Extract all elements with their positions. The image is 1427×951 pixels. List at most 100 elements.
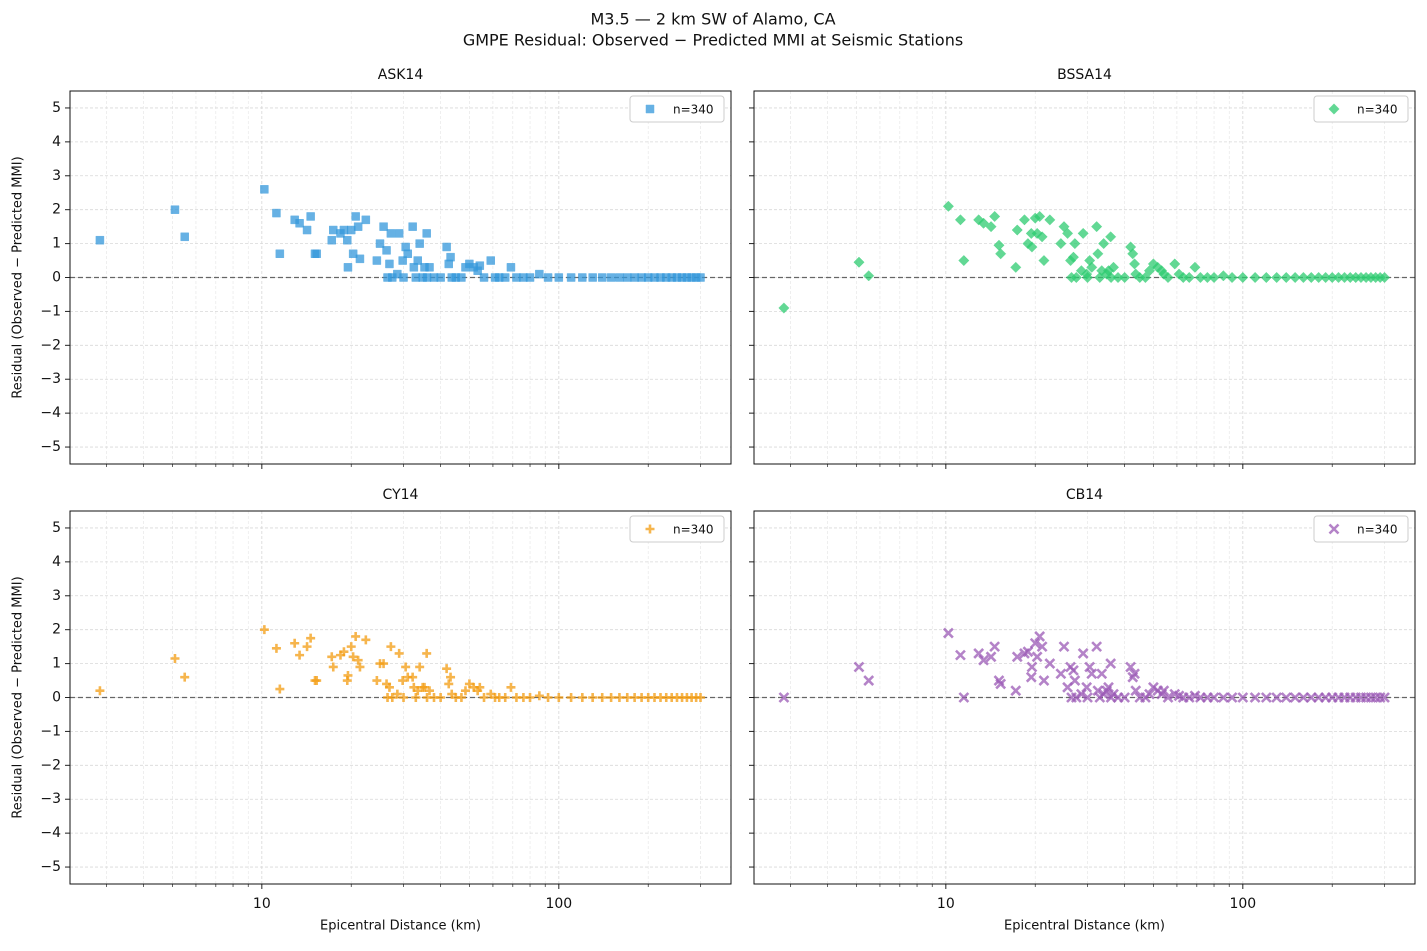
point xyxy=(500,693,510,702)
point xyxy=(260,185,269,194)
point xyxy=(623,273,632,282)
point xyxy=(408,672,418,682)
point xyxy=(1029,637,1041,649)
point xyxy=(1069,238,1081,250)
point xyxy=(1119,271,1131,284)
point xyxy=(415,662,425,672)
point xyxy=(566,693,576,702)
point xyxy=(1128,258,1141,270)
point xyxy=(853,661,865,673)
point xyxy=(985,651,997,663)
point xyxy=(578,273,587,282)
point xyxy=(778,692,790,703)
panel-title: ASK14 xyxy=(378,67,424,83)
point xyxy=(1026,661,1038,673)
point xyxy=(1217,270,1229,282)
point xyxy=(386,642,396,652)
point xyxy=(1271,692,1283,703)
point xyxy=(422,229,431,238)
point xyxy=(379,659,389,669)
point xyxy=(1173,268,1185,280)
point xyxy=(1070,271,1082,284)
point xyxy=(1237,692,1249,703)
y-tick-label: 3 xyxy=(52,168,61,184)
point xyxy=(863,270,875,282)
point xyxy=(588,273,597,282)
legend-box xyxy=(1313,515,1409,543)
y-tick-label: 0 xyxy=(52,690,61,706)
y-tick-label: 5 xyxy=(52,520,61,536)
point xyxy=(985,221,997,233)
point xyxy=(1226,271,1238,284)
axes-frame xyxy=(753,510,1416,885)
point xyxy=(1081,681,1093,693)
point xyxy=(1022,238,1034,250)
figure-title: M3.5 — 2 km SW of Alamo, CA xyxy=(590,10,835,29)
point xyxy=(1036,641,1048,653)
y-tick-label: 0 xyxy=(52,270,61,286)
point xyxy=(415,239,424,248)
point xyxy=(295,218,304,228)
y-tick-label: 5 xyxy=(52,100,61,116)
legend-marker xyxy=(1328,103,1340,115)
panel: 10 100 −5 −4 −3 −2 −1 0 1 2 3 4 5 n=340 CY14 Epicentral… xyxy=(11,487,732,934)
point xyxy=(554,273,564,282)
point xyxy=(1162,692,1174,703)
point xyxy=(1018,214,1031,226)
point xyxy=(272,208,281,218)
point xyxy=(597,693,607,702)
point xyxy=(1297,271,1309,284)
point xyxy=(1189,261,1201,273)
point xyxy=(379,222,388,231)
point xyxy=(339,225,349,235)
point xyxy=(411,273,421,282)
point xyxy=(456,693,466,702)
x-tick-label: 100 xyxy=(545,896,572,912)
point xyxy=(413,686,423,696)
point xyxy=(1094,271,1106,284)
point xyxy=(1208,692,1220,703)
point xyxy=(1140,692,1151,703)
point xyxy=(1031,651,1043,663)
point xyxy=(436,273,445,282)
point xyxy=(306,633,316,643)
point xyxy=(993,239,1005,251)
point xyxy=(1158,685,1170,697)
point xyxy=(408,222,417,231)
point xyxy=(339,647,349,657)
point xyxy=(1055,668,1067,680)
point xyxy=(348,652,358,662)
point xyxy=(1025,671,1037,683)
y-tick-label: −3 xyxy=(40,371,61,387)
point xyxy=(1011,224,1023,236)
panel: n=340 BSSA14 xyxy=(749,67,1416,469)
point xyxy=(1289,271,1301,284)
point xyxy=(577,693,587,702)
point xyxy=(486,256,496,265)
point xyxy=(95,686,105,696)
point xyxy=(346,642,356,652)
point xyxy=(401,662,411,672)
point xyxy=(1036,231,1048,243)
legend-marker xyxy=(1328,523,1340,535)
point xyxy=(394,648,404,658)
point xyxy=(425,263,434,272)
point xyxy=(361,635,371,645)
point xyxy=(1105,658,1117,670)
point xyxy=(863,675,875,686)
point xyxy=(1280,271,1292,284)
point xyxy=(1226,692,1238,703)
point xyxy=(1038,675,1050,686)
point xyxy=(1237,271,1249,284)
point xyxy=(566,273,576,282)
legend-marker xyxy=(645,524,655,534)
point xyxy=(853,256,865,268)
point xyxy=(479,273,489,282)
point xyxy=(588,693,598,702)
point xyxy=(942,200,954,212)
point xyxy=(399,273,408,282)
point xyxy=(535,269,544,279)
point xyxy=(353,222,363,231)
point xyxy=(180,232,189,242)
